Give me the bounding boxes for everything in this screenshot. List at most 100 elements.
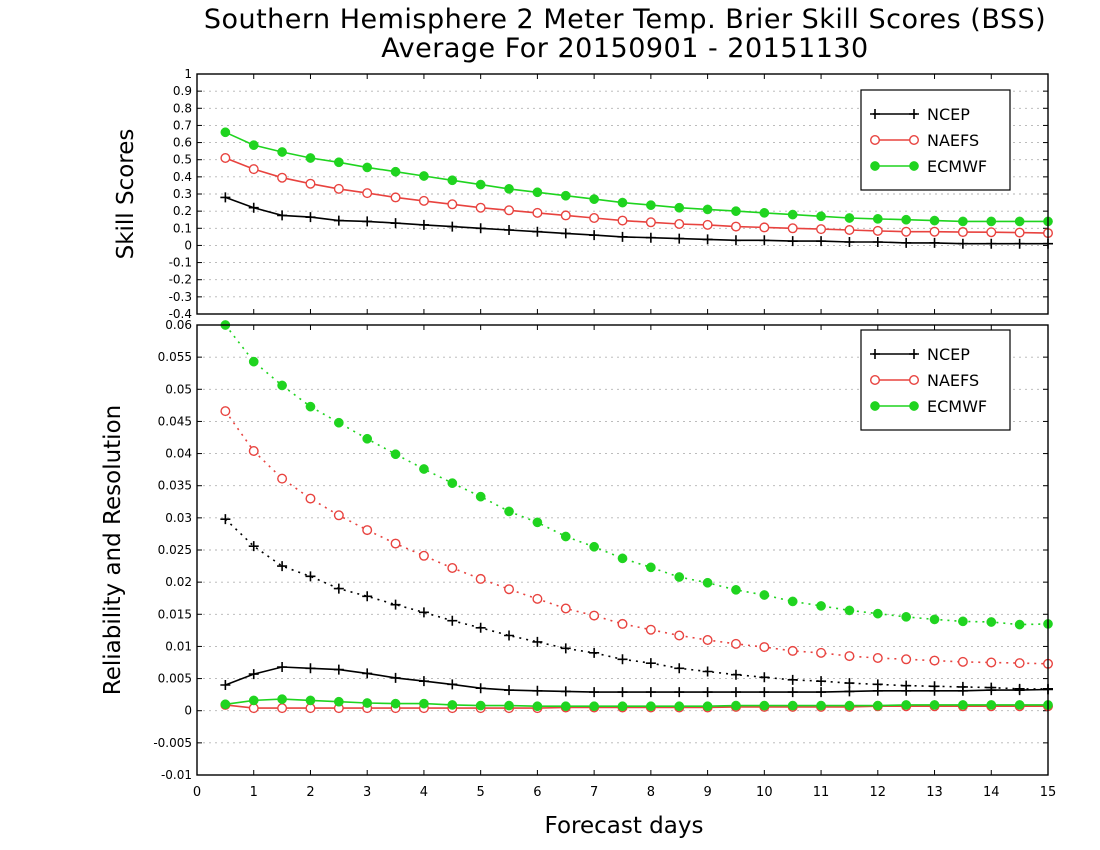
relres-ytick-label: 0.005 bbox=[158, 672, 192, 686]
skill-point-naefs bbox=[929, 226, 940, 237]
relres-point-ecmwf bbox=[872, 700, 883, 711]
skill-point-naefs bbox=[617, 215, 628, 226]
relres-point-ecmwf bbox=[305, 695, 316, 706]
relres-point-ecmwf bbox=[220, 699, 231, 710]
skill-ytick-label: 0.5 bbox=[173, 153, 192, 167]
skill-ytick-label: -0.3 bbox=[169, 290, 192, 304]
relres-point-ncep bbox=[901, 685, 912, 696]
skill-ytick-label: 1 bbox=[184, 67, 192, 81]
x-tick-label: 0 bbox=[193, 785, 201, 800]
skill-point-ecmwf bbox=[419, 171, 429, 181]
relres-point-ncep bbox=[589, 647, 600, 658]
relres-point-ncep bbox=[418, 607, 429, 618]
relres-point-ecmwf bbox=[589, 541, 599, 552]
relres-point-ecmwf bbox=[560, 701, 571, 712]
relres-legend: NCEP NAEFS ECMWF bbox=[860, 329, 1011, 431]
relres-point-naefs bbox=[617, 618, 628, 629]
relres-point-ncep bbox=[277, 561, 288, 572]
skill-point-naefs bbox=[1014, 227, 1025, 238]
relres-point-ncep bbox=[447, 615, 458, 626]
relres-point-ncep bbox=[589, 687, 600, 698]
relres-point-ncep bbox=[617, 654, 628, 665]
skill-point-ecmwf bbox=[1014, 216, 1025, 227]
skill-point-ecmwf bbox=[305, 153, 316, 163]
relres-point-ecmwf bbox=[617, 553, 628, 564]
relres-point-ecmwf bbox=[447, 700, 458, 710]
relres-point-ncep bbox=[362, 668, 373, 679]
relres-point-naefs bbox=[787, 645, 798, 656]
relres-point-ecmwf bbox=[1014, 700, 1025, 710]
skill-ytick-label: -0.2 bbox=[169, 273, 192, 287]
relres-point-ncep bbox=[418, 676, 429, 687]
skill-point-ecmwf bbox=[333, 157, 344, 168]
skill-point-ecmwf bbox=[589, 194, 599, 204]
x-tick-label: 3 bbox=[363, 785, 371, 800]
relres-point-ecmwf bbox=[532, 517, 543, 528]
skill-ytick-label: 0 bbox=[184, 238, 192, 252]
relres-point-ecmwf bbox=[901, 612, 912, 622]
skill-point-ecmwf bbox=[958, 216, 968, 227]
skill-point-ncep bbox=[589, 230, 600, 241]
relres-point-ecmwf bbox=[986, 700, 997, 710]
skill-point-ecmwf bbox=[390, 166, 401, 177]
x-tick-label: 8 bbox=[647, 785, 655, 800]
relres-point-ecmwf bbox=[504, 700, 514, 711]
relres-point-ncep bbox=[787, 687, 798, 698]
relres-point-ecmwf bbox=[787, 596, 798, 607]
skill-point-naefs bbox=[986, 227, 997, 238]
skill-point-ecmwf bbox=[362, 162, 373, 173]
skill-point-naefs bbox=[447, 199, 458, 210]
skill-point-naefs bbox=[560, 210, 571, 221]
skill-point-ecmwf bbox=[532, 187, 543, 198]
x-tick-label: 11 bbox=[813, 785, 830, 800]
relres-point-naefs bbox=[589, 610, 600, 621]
skill-legend-label-ecmwf: ECMWF bbox=[927, 157, 987, 176]
relres-ytick-label: 0.035 bbox=[158, 479, 192, 493]
relres-point-naefs bbox=[390, 538, 401, 549]
relres-point-naefs bbox=[504, 584, 515, 595]
relres-point-ecmwf bbox=[617, 701, 628, 712]
relres-point-naefs bbox=[929, 655, 940, 666]
relres-point-naefs bbox=[674, 630, 685, 641]
relres-ytick-label: 0.02 bbox=[165, 575, 192, 589]
skill-point-ncep bbox=[816, 236, 827, 247]
skill-legend: NCEP NAEFS ECMWF bbox=[860, 89, 1011, 191]
relres-point-ncep bbox=[844, 678, 855, 689]
relres-legend-label-ncep: NCEP bbox=[927, 345, 970, 364]
relres-point-ecmwf bbox=[560, 531, 571, 542]
chart-title: Southern Hemisphere 2 Meter Temp. Brier … bbox=[203, 4, 1047, 35]
relres-point-ecmwf bbox=[362, 433, 373, 444]
skill-point-ncep bbox=[362, 216, 373, 227]
relres-legend-marker bbox=[870, 401, 880, 411]
skill-point-naefs bbox=[844, 224, 855, 235]
relres-ytick-label: 0.06 bbox=[165, 318, 192, 332]
relres-point-ecmwf bbox=[929, 700, 940, 710]
relres-legend-marker bbox=[870, 375, 881, 386]
relres-line-ecmwf bbox=[225, 698, 1048, 708]
skill-point-naefs bbox=[390, 192, 401, 203]
x-tick-label: 7 bbox=[590, 785, 598, 800]
relres-point-ecmwf bbox=[475, 700, 486, 711]
relres-point-naefs bbox=[844, 651, 855, 662]
relres-point-ecmwf bbox=[731, 700, 741, 711]
skill-point-ecmwf bbox=[901, 214, 912, 225]
skill-point-ecmwf bbox=[759, 208, 770, 218]
skill-point-ecmwf bbox=[674, 202, 685, 213]
relres-point-ecmwf bbox=[532, 701, 543, 712]
relres-point-ncep bbox=[816, 687, 827, 698]
relres-point-ecmwf bbox=[362, 698, 373, 708]
skill-point-ecmwf bbox=[929, 215, 940, 226]
x-tick-label: 15 bbox=[1040, 785, 1057, 800]
x-tick-label: 4 bbox=[420, 785, 428, 800]
relres-series-ncep-reliability bbox=[220, 662, 1053, 698]
relres-point-ncep bbox=[333, 583, 344, 594]
x-tick-label: 12 bbox=[870, 785, 887, 800]
skill-point-ecmwf bbox=[617, 197, 628, 208]
relres-point-ecmwf bbox=[248, 356, 259, 367]
relres-point-ncep bbox=[475, 683, 486, 694]
relres-point-ncep bbox=[787, 674, 798, 685]
relres-point-ecmwf bbox=[844, 605, 855, 616]
relres-point-ecmwf bbox=[816, 700, 826, 711]
relres-point-ecmwf bbox=[333, 696, 344, 707]
relres-point-ecmwf bbox=[390, 449, 401, 460]
